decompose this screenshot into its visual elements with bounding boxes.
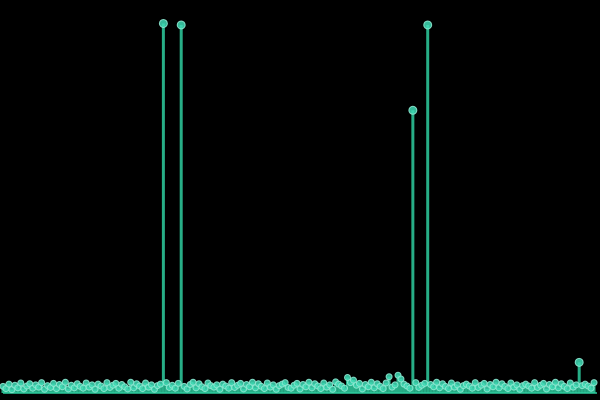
stem-marker <box>433 378 441 386</box>
stem-marker <box>100 385 108 393</box>
stem-marker <box>201 385 209 393</box>
stem-marker <box>174 379 182 387</box>
stem-marker <box>540 379 548 387</box>
stem-lines-group <box>1 23 597 394</box>
stem-marker <box>248 378 256 386</box>
stem-marker <box>574 357 584 367</box>
stem-marker <box>329 385 337 393</box>
stem-marker <box>492 378 500 386</box>
stem-marker <box>468 384 476 392</box>
stem-marker <box>391 381 399 389</box>
stem-marker <box>38 379 46 387</box>
stem-marker <box>408 105 418 115</box>
stem-marker <box>480 379 488 387</box>
stem-marker <box>406 384 414 392</box>
stem-marker <box>225 384 233 392</box>
stem-marker <box>317 385 325 393</box>
stem-marker <box>349 376 357 384</box>
stem-marker <box>5 380 13 388</box>
stem-marker <box>176 20 186 30</box>
stem-marker <box>587 384 595 392</box>
stem-marker <box>293 379 301 387</box>
stem-markers-group <box>0 18 598 394</box>
stem-marker <box>385 373 393 381</box>
stem-marker <box>124 385 132 393</box>
stem-marker <box>344 373 352 381</box>
stem-marker <box>382 379 390 387</box>
stem-marker <box>379 385 387 393</box>
stem-marker <box>572 381 580 389</box>
stem-marker <box>139 385 147 393</box>
stem-marker <box>127 378 135 386</box>
stem-marker <box>61 378 69 386</box>
stem-marker <box>355 379 363 387</box>
stem-marker <box>563 385 571 393</box>
stem-marker <box>397 375 405 383</box>
stem-marker <box>528 384 536 392</box>
stem-marker <box>423 20 433 30</box>
stem-marker <box>91 385 99 393</box>
stem-marker <box>156 380 164 388</box>
stem-marker <box>216 385 224 393</box>
stem-marker <box>445 385 452 393</box>
stem-marker <box>590 379 598 387</box>
stem-marker <box>189 378 197 386</box>
stem-marker <box>341 384 349 392</box>
stem-marker <box>504 385 512 393</box>
stem-marker <box>367 378 375 386</box>
stem-marker <box>260 385 268 393</box>
stem-marker <box>305 378 313 386</box>
stem-marker <box>158 18 168 28</box>
stem-marker <box>237 379 245 387</box>
stem-marker <box>551 378 559 386</box>
stem-marker <box>17 379 25 387</box>
stem-marker <box>421 379 429 387</box>
